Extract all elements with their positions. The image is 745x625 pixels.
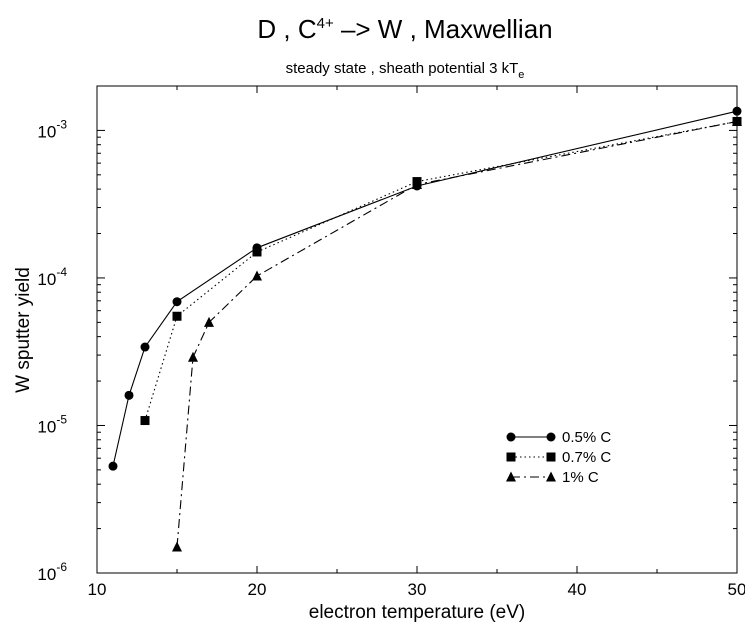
y-tick-label: 10-5 <box>37 412 67 436</box>
legend-marker <box>506 471 516 482</box>
legend-marker <box>546 471 556 482</box>
data-point <box>124 390 134 400</box>
y-axis-label: W sputter yield <box>13 267 34 393</box>
x-tick-label: 10 <box>88 580 107 599</box>
data-point <box>732 106 742 116</box>
data-point <box>732 115 742 126</box>
x-tick-label: 50 <box>728 580 745 599</box>
legend-label: 0.7% C <box>562 449 611 466</box>
legend: 0.5% C 0.7% C 1% C <box>506 429 611 486</box>
data-point <box>140 342 150 352</box>
legend-label: 0.5% C <box>562 429 611 446</box>
data-point <box>108 461 118 471</box>
y-tick-label: 10-3 <box>37 117 67 141</box>
data-point <box>172 311 182 321</box>
x-tick-label: 40 <box>568 580 587 599</box>
chart-subtitle: steady state , sheath potential 3 kTe <box>286 60 525 81</box>
data-point <box>172 541 182 552</box>
legend-marker <box>546 432 556 442</box>
x-tick-label: 20 <box>248 580 267 599</box>
data-point <box>188 351 198 362</box>
legend-marker <box>546 452 556 462</box>
legend-entry: 1% C <box>506 469 599 486</box>
data-point <box>252 270 262 281</box>
legend-entry: 0.7% C <box>506 449 611 466</box>
data-point <box>172 297 182 307</box>
series-2 <box>140 116 742 426</box>
x-axis-label: electron temperature (eV) <box>309 602 526 623</box>
plot-area <box>96 85 738 574</box>
legend-marker <box>506 452 516 462</box>
legend-marker <box>506 432 516 442</box>
legend-label: 1% C <box>562 469 599 486</box>
y-tick-label: 10-6 <box>37 560 67 584</box>
series-3 <box>172 115 742 552</box>
series-layer <box>108 106 742 552</box>
y-axis: 10-6 10-5 10-4 10-3 <box>37 117 737 584</box>
series-1 <box>108 106 742 471</box>
legend-entry: 0.5% C <box>506 429 611 446</box>
chart-title: D , C4+ –> W , Maxwellian <box>257 14 552 44</box>
data-point <box>204 316 214 327</box>
data-point <box>252 247 262 257</box>
series-line <box>176 120 738 548</box>
x-tick-label: 30 <box>408 580 427 599</box>
series-line <box>144 120 738 421</box>
y-tick-label: 10-4 <box>37 265 67 289</box>
data-point <box>140 416 150 426</box>
series-line <box>112 110 738 467</box>
x-axis: 10 20 30 40 50 <box>88 86 745 599</box>
data-point <box>412 178 422 189</box>
